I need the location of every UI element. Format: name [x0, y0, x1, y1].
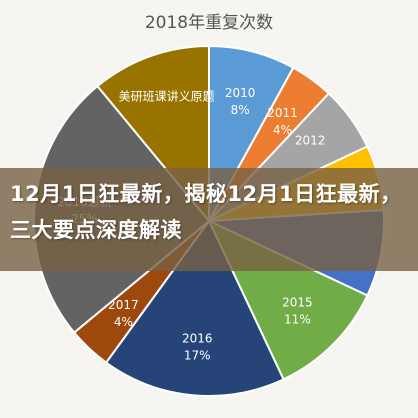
slice-label-2015-name: 2015 — [282, 295, 313, 309]
slice-label-2011-value: 4% — [273, 123, 292, 137]
slice-label-2015-value: 11% — [284, 312, 311, 326]
headline-banner — [0, 168, 418, 271]
slice-label-美研班课讲义原题-name: 美研班课讲义原题 — [119, 88, 215, 103]
slice-label-2017-value: 4% — [114, 315, 133, 329]
slice-label-2011-name: 2011 — [267, 106, 298, 120]
slice-label-2010-value: 8% — [231, 103, 250, 117]
slice-label-2016-name: 2016 — [182, 331, 213, 345]
headline-text: 12月1日狂最新，揭秘12月1日狂最新，三大要点深度解读 — [10, 182, 402, 242]
slice-label-2016-value: 17% — [184, 348, 211, 362]
pie-slice-2016 — [104, 219, 285, 397]
slice-label-2017-name: 2017 — [108, 298, 139, 312]
slice-label-2010-name: 2010 — [225, 86, 256, 100]
slice-label-2012-name: 2012 — [295, 134, 326, 148]
chart-title: 2018年重复次数 — [144, 13, 274, 33]
